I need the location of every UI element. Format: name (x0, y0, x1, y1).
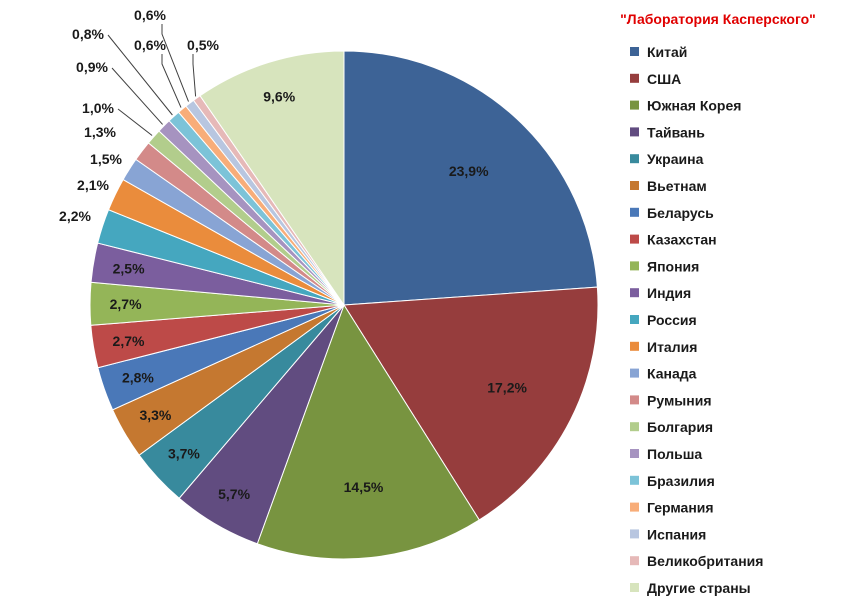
data-label: 9,6% (263, 88, 295, 104)
legend-swatch (630, 100, 639, 110)
legend-label: Канада (647, 366, 697, 382)
legend-label: Германия (647, 500, 714, 516)
slice-0 (343, 50, 598, 306)
data-label: 0,8% (72, 26, 104, 42)
legend-label: Китай (647, 44, 687, 60)
data-label: 23,9% (449, 163, 489, 179)
data-label: 0,5% (187, 37, 219, 53)
legend-swatch (630, 288, 639, 298)
leader-line (117, 108, 153, 136)
slice-1 (343, 286, 599, 521)
legend-label: Бразилия (647, 473, 715, 489)
legend-swatch (630, 583, 639, 592)
data-label: 0,6% (134, 7, 166, 23)
legend-label: Вьетнам (647, 178, 707, 194)
legend-label: Южная Корея (647, 98, 741, 114)
legend-label: Великобритания (647, 553, 763, 569)
legend-label: Казахстан (647, 232, 717, 248)
legend-label: Индия (647, 285, 691, 301)
data-label: 2,7% (110, 296, 142, 312)
legend-label: Италия (647, 339, 697, 355)
legend-swatch (630, 395, 639, 405)
legend-swatch (630, 422, 639, 432)
legend-swatch (630, 529, 639, 539)
legend-label: Тайвань (647, 124, 705, 140)
legend-swatch (630, 315, 639, 324)
leader-lines (107, 24, 197, 136)
data-label: 3,3% (139, 407, 171, 423)
data-label: 3,7% (168, 446, 200, 462)
legend-swatch (630, 234, 639, 244)
legend-swatch (630, 475, 639, 485)
data-label: 14,5% (344, 479, 384, 495)
leader-line (192, 54, 197, 97)
data-label: 2,7% (113, 333, 145, 349)
data-label: 1,5% (90, 151, 122, 167)
data-label: 0,9% (76, 59, 108, 75)
legend-swatch (630, 368, 639, 378)
legend-swatch (630, 73, 639, 83)
legend-swatch (630, 181, 639, 190)
legend-label: Польша (647, 446, 702, 462)
legend-swatch (630, 556, 639, 566)
data-label: 5,7% (218, 486, 250, 502)
data-labels: 23,9% 17,2% 14,5% 5,7% 3,7% 3,3% 2,8% 2,7% 2,7% 2… (59, 7, 527, 502)
data-label: 2,5% (113, 261, 145, 277)
data-label: 1,0% (82, 100, 114, 116)
legend-swatch (630, 47, 639, 56)
slice-20 (199, 50, 345, 307)
data-label: 2,1% (77, 177, 109, 193)
legend-label: Украина (647, 151, 704, 167)
leader-line (107, 34, 173, 116)
legend-swatch (630, 502, 639, 512)
data-label: 17,2% (487, 380, 527, 396)
pie-slices (89, 50, 599, 560)
legend-swatch (630, 127, 639, 137)
legend-label: Румыния (647, 392, 711, 408)
legend-label: Беларусь (647, 205, 714, 221)
legend-swatch (630, 261, 639, 271)
legend-swatch (630, 154, 639, 164)
data-label: 1,3% (84, 124, 116, 140)
slice-2 (256, 303, 480, 560)
legend-label: Япония (647, 258, 699, 274)
legend-label: Россия (647, 312, 697, 328)
legend-swatch (630, 207, 639, 217)
legend-swatch (630, 449, 639, 458)
legend-swatch (630, 341, 639, 351)
leader-line (161, 54, 182, 108)
leader-line (111, 67, 163, 125)
legend: Китай США Южная Корея Тайвань Украина Вьетнам… (630, 44, 763, 596)
data-label: 0,6% (134, 37, 166, 53)
legend-label: Болгария (647, 419, 713, 435)
legend-label: США (647, 71, 681, 87)
leader-line (161, 24, 189, 102)
data-label: 2,8% (122, 369, 154, 385)
chart-title: "Лаборатория Касперского" (620, 11, 816, 27)
data-label: 2,2% (59, 208, 91, 224)
legend-label: Испания (647, 526, 706, 542)
legend-label: Другие страны (647, 580, 751, 596)
